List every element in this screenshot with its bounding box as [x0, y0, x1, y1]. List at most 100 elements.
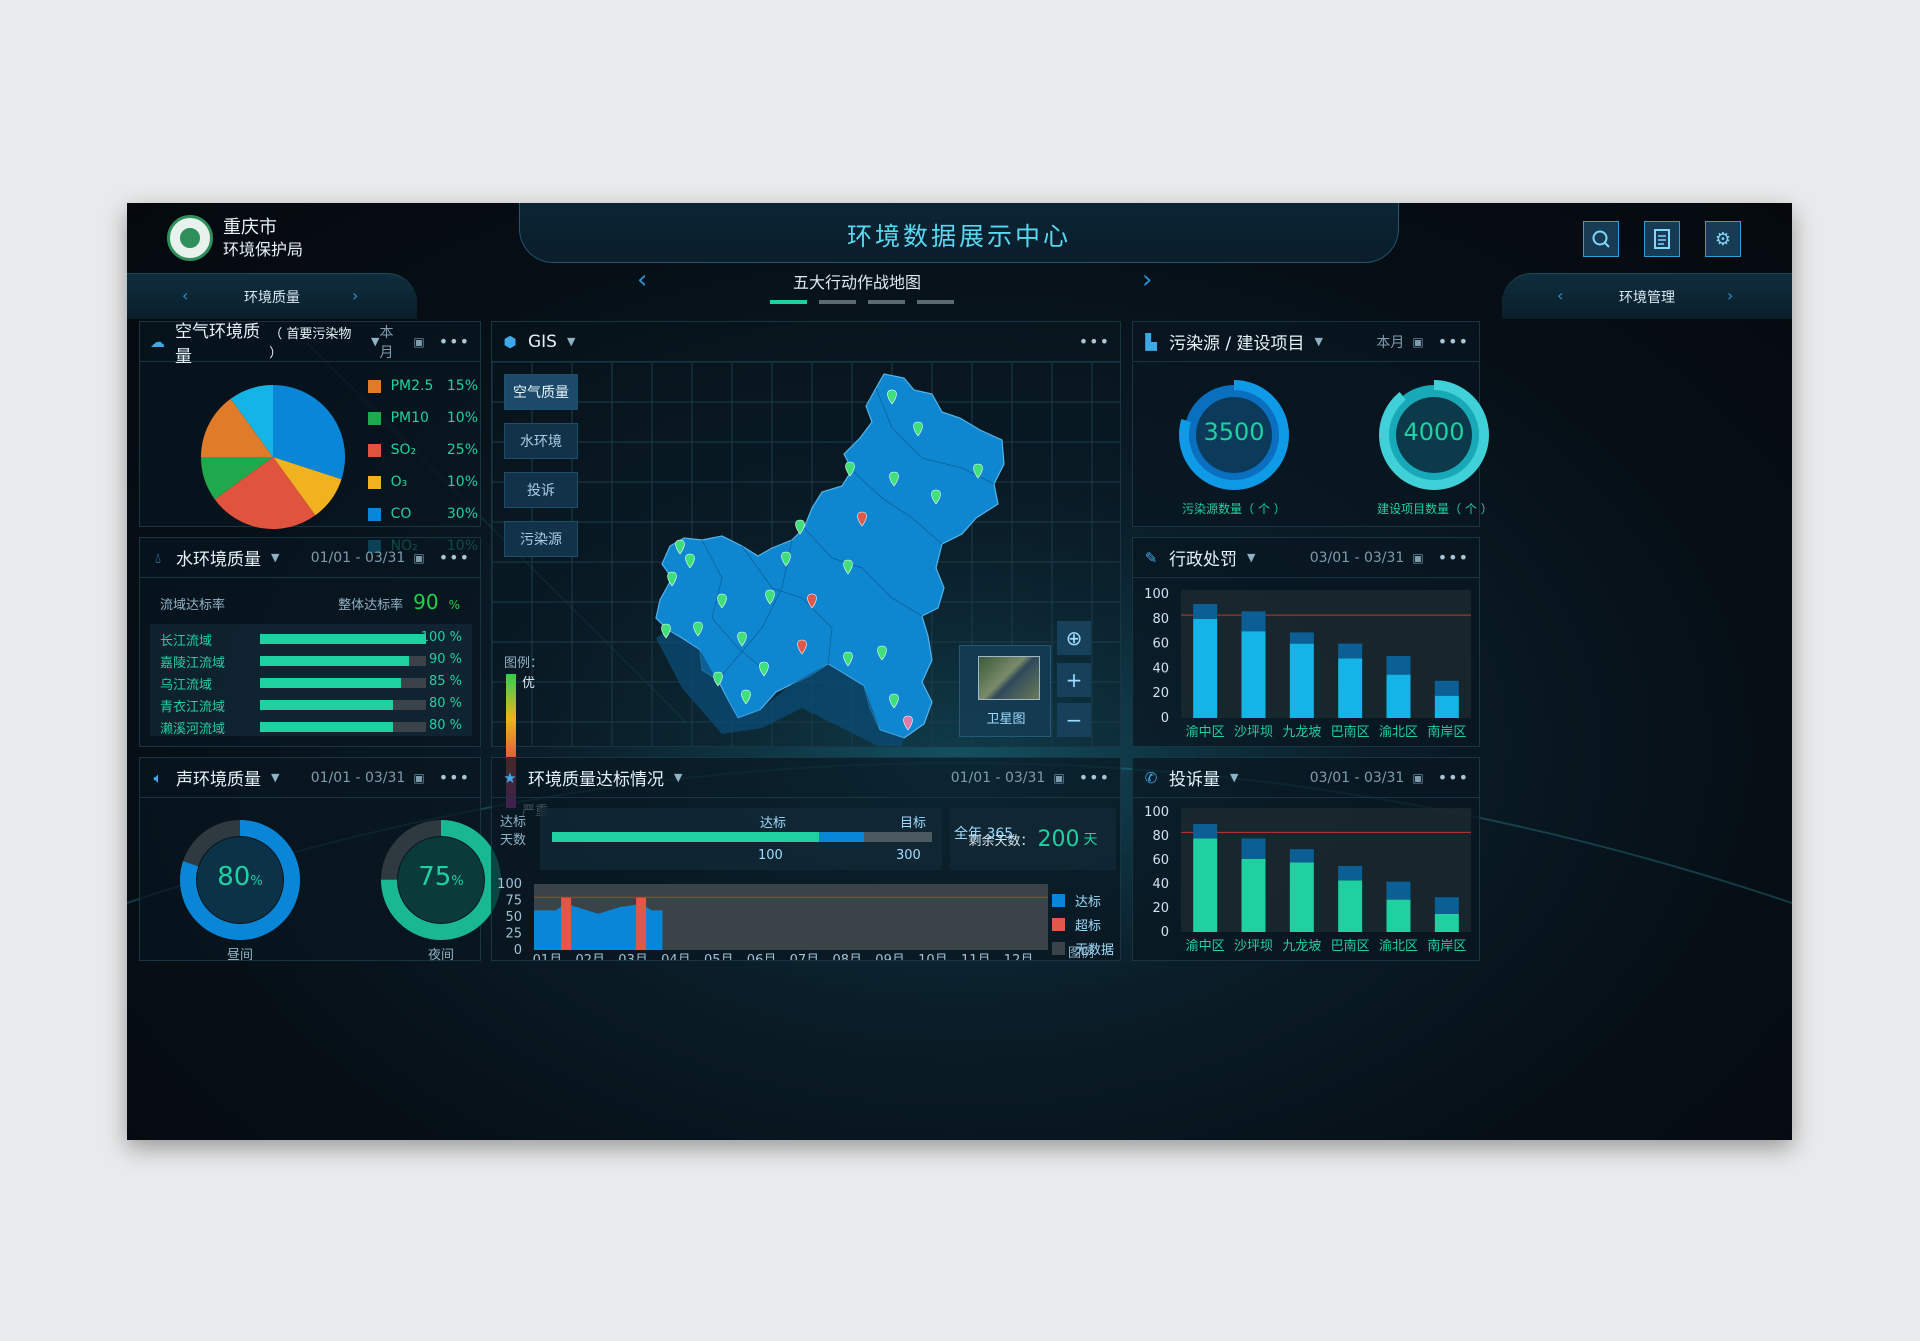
- air-legend-item: SO₂ 25%: [368, 434, 478, 466]
- chevron-down-icon[interactable]: ▼: [271, 551, 280, 564]
- chevron-down-icon[interactable]: ▼: [371, 335, 380, 348]
- bar: [1241, 858, 1266, 932]
- right-tab-prev-icon[interactable]: ‹: [1557, 286, 1564, 305]
- map-pin-icon: [667, 571, 677, 587]
- map-pin-icon: [759, 661, 769, 677]
- search-button[interactable]: [1583, 221, 1619, 257]
- bar: [1434, 695, 1459, 718]
- plot-area: [1181, 808, 1471, 932]
- calendar-icon[interactable]: ▣: [413, 770, 425, 785]
- x-tick-label: 09月: [875, 953, 905, 960]
- chongqing-map[interactable]: [642, 368, 1012, 748]
- river-row[interactable]: 嘉陵江流域 90 %: [150, 650, 472, 671]
- river-row[interactable]: 乌江流域 85 %: [150, 672, 472, 693]
- remain-unit: 天: [1083, 832, 1098, 848]
- calendar-icon[interactable]: ▣: [1412, 334, 1424, 349]
- subnav-prev-button[interactable]: ‹: [637, 265, 648, 295]
- left-tab-label: 环境质量: [244, 289, 300, 306]
- day-label: 昼间: [226, 948, 253, 963]
- map-pin-icon: [889, 693, 899, 709]
- noise-range[interactable]: 01/01 - 03/31: [310, 769, 406, 786]
- more-icon[interactable]: •••: [1437, 768, 1469, 787]
- calendar-icon[interactable]: ▣: [1412, 770, 1424, 785]
- river-row[interactable]: 长江流域 100 %: [150, 628, 472, 649]
- chevron-down-icon[interactable]: ▼: [1247, 551, 1256, 564]
- bar: [1434, 914, 1459, 932]
- zoom-out-button[interactable]: −: [1057, 703, 1091, 737]
- calendar-icon[interactable]: ▣: [1412, 550, 1424, 565]
- pollution-range[interactable]: 本月: [1376, 334, 1405, 351]
- settings-button[interactable]: ⚙: [1705, 221, 1741, 257]
- pager-dot[interactable]: [917, 300, 954, 304]
- x-tick-label: 沙坪坝: [1234, 939, 1273, 954]
- more-icon[interactable]: •••: [1437, 548, 1469, 567]
- bar: [1193, 618, 1218, 718]
- chevron-down-icon[interactable]: ▼: [566, 335, 576, 348]
- more-icon[interactable]: •••: [1078, 332, 1110, 351]
- penalty-range[interactable]: 03/01 - 03/31: [1309, 549, 1405, 566]
- chevron-down-icon[interactable]: ▼: [1314, 335, 1324, 348]
- complaint-title: 投诉量: [1169, 770, 1220, 790]
- gis-legend-title: 图例：: [504, 656, 544, 671]
- document-button[interactable]: [1644, 221, 1680, 257]
- zoom-in-button[interactable]: +: [1057, 663, 1091, 697]
- satellite-toggle[interactable]: 卫星图: [959, 645, 1051, 737]
- search-icon: [1592, 230, 1610, 248]
- chevron-down-icon[interactable]: ▼: [271, 771, 280, 784]
- subnav-next-button[interactable]: ›: [1142, 265, 1153, 295]
- air-range[interactable]: 本月: [379, 324, 394, 361]
- noise-quality-panel: 🔈︎ 声环境质量 ▼ 01/01 - 03/31 ▣ ••• 80% 昼间 75…: [139, 757, 501, 963]
- pager-dot[interactable]: [819, 300, 856, 304]
- right-tab-label: 环境管理: [1619, 289, 1675, 306]
- pager-dot-active[interactable]: [770, 300, 807, 304]
- river-row[interactable]: 濑溪河流域 80 %: [150, 716, 472, 737]
- legend-name: 无数据: [1075, 942, 1115, 958]
- day-ring: [180, 820, 300, 940]
- locate-button[interactable]: ⊕: [1057, 621, 1091, 655]
- more-icon[interactable]: •••: [438, 548, 470, 567]
- legend-swatch: [1052, 917, 1065, 931]
- air-legend-item: CO 30%: [368, 498, 478, 530]
- calendar-icon[interactable]: ▣: [413, 334, 425, 349]
- layer-complaint-button[interactable]: 投诉: [504, 472, 578, 508]
- day-value-unit: %: [250, 874, 263, 889]
- legend-name: 达标: [1075, 894, 1102, 910]
- map-pin-icon: [737, 631, 747, 647]
- map-pin-icon: [887, 389, 897, 405]
- more-icon[interactable]: •••: [1437, 332, 1469, 351]
- night-value-number: 75: [418, 862, 452, 892]
- gis-header: ⬢ GIS ▼ •••: [492, 322, 1120, 362]
- y-tick-label: 25: [505, 927, 522, 942]
- river-list: 长江流域 100 % 嘉陵江流域 90 % 乌江流域 85 % 青衣江流域 80 % 濑溪河流域…: [150, 624, 472, 737]
- layer-pollution-button[interactable]: 污染源: [504, 521, 578, 557]
- more-icon[interactable]: •••: [438, 332, 470, 351]
- more-icon[interactable]: •••: [1078, 768, 1110, 787]
- air-quality-header: ☁ 空气环境质量 （ 首要污染物 ） ▼ 本月 ▣ •••: [140, 322, 480, 367]
- left-nav-tab[interactable]: ‹ 环境质量 ›: [127, 273, 417, 319]
- y-tick-label: 80: [1152, 829, 1169, 844]
- sources-label: 污染源数量（ 个 ）: [1182, 502, 1286, 516]
- complaint-range[interactable]: 03/01 - 03/31: [1309, 769, 1405, 786]
- compliance-legend-item: 达标: [1052, 888, 1114, 912]
- chevron-down-icon[interactable]: ▼: [674, 771, 683, 784]
- calendar-icon[interactable]: ▣: [1053, 770, 1065, 785]
- x-tick-label: 11月: [961, 953, 991, 960]
- compliance-range[interactable]: 01/01 - 03/31: [950, 769, 1046, 786]
- right-nav-tab[interactable]: ‹ 环境管理 ›: [1502, 273, 1792, 319]
- left-tab-prev-icon[interactable]: ‹: [182, 286, 189, 305]
- page-title: 环境数据展示中心: [846, 222, 1071, 251]
- chevron-down-icon[interactable]: ▼: [1230, 771, 1239, 784]
- air-legend-item: PM10 10%: [368, 402, 478, 434]
- right-tab-next-icon[interactable]: ›: [1727, 286, 1734, 305]
- compliance-legend-item: 超标: [1052, 912, 1114, 936]
- river-row[interactable]: 青衣江流域 80 %: [150, 694, 472, 715]
- layer-water-button[interactable]: 水环境: [504, 423, 578, 459]
- pager-dot[interactable]: [868, 300, 905, 304]
- layer-air-button[interactable]: 空气质量: [504, 374, 578, 410]
- left-tab-next-icon[interactable]: ›: [352, 286, 359, 305]
- calendar-icon[interactable]: ▣: [413, 550, 425, 565]
- water-range[interactable]: 01/01 - 03/31: [310, 549, 406, 566]
- bar-top: [1193, 824, 1218, 839]
- map-pin-icon: [845, 461, 855, 477]
- more-icon[interactable]: •••: [438, 768, 470, 787]
